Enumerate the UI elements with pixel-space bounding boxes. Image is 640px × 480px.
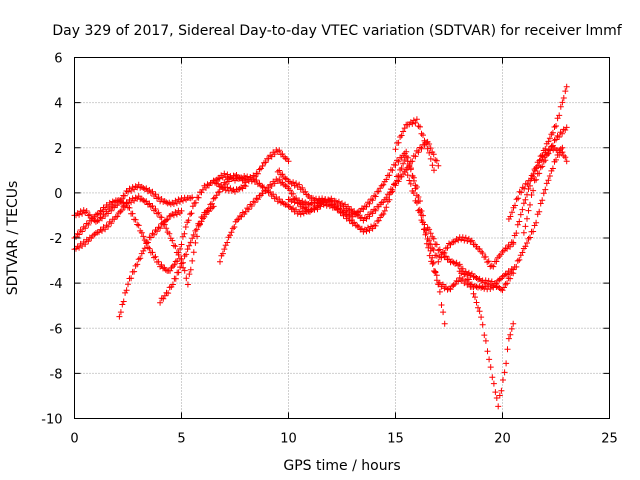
y-tick-label: 4 <box>54 97 62 112</box>
y-tick-label: -6 <box>50 322 63 337</box>
y-tick-label: -8 <box>50 367 63 382</box>
x-axis-label: GPS time / hours <box>283 458 400 474</box>
data-series <box>157 203 217 306</box>
x-tick-label: 0 <box>70 432 78 447</box>
grid <box>74 57 610 419</box>
y-tick-label: -10 <box>41 413 62 428</box>
y-tick-label: 0 <box>54 187 62 202</box>
data-series <box>456 144 566 294</box>
series-markers <box>510 83 570 247</box>
y-axis-label: SDTVAR / TECUs <box>5 181 21 296</box>
series-markers <box>392 116 437 174</box>
ticks: 0 5 10 15 20 25 -10 -8 -6 -4 -2 0 2 4 6 <box>41 52 618 447</box>
data-series <box>510 83 570 247</box>
data-series <box>285 153 448 327</box>
data-series <box>392 116 437 174</box>
data-series <box>505 143 570 222</box>
data-series <box>403 166 517 270</box>
y-tick-label: -4 <box>50 277 63 292</box>
data-series <box>520 124 570 236</box>
data-points <box>71 83 570 410</box>
x-tick-label: 25 <box>601 432 618 447</box>
series-markers <box>157 203 217 306</box>
series-markers <box>210 170 324 218</box>
series-markers <box>520 124 570 236</box>
data-series <box>210 170 324 218</box>
x-tick-label: 5 <box>177 432 185 447</box>
x-tick-label: 15 <box>387 432 404 447</box>
y-tick-label: 6 <box>54 52 62 67</box>
y-tick-label: -2 <box>50 232 63 247</box>
series-markers <box>285 153 448 327</box>
series-markers <box>456 144 566 294</box>
x-tick-label: 10 <box>280 432 297 447</box>
x-tick-label: 20 <box>494 432 511 447</box>
series-markers <box>505 143 570 222</box>
chart-title: Day 329 of 2017, Sidereal Day-to-day VTE… <box>52 23 622 39</box>
data-series <box>116 207 185 320</box>
y-tick-label: 2 <box>54 142 62 157</box>
series-markers <box>403 166 517 270</box>
series-markers <box>116 207 185 320</box>
